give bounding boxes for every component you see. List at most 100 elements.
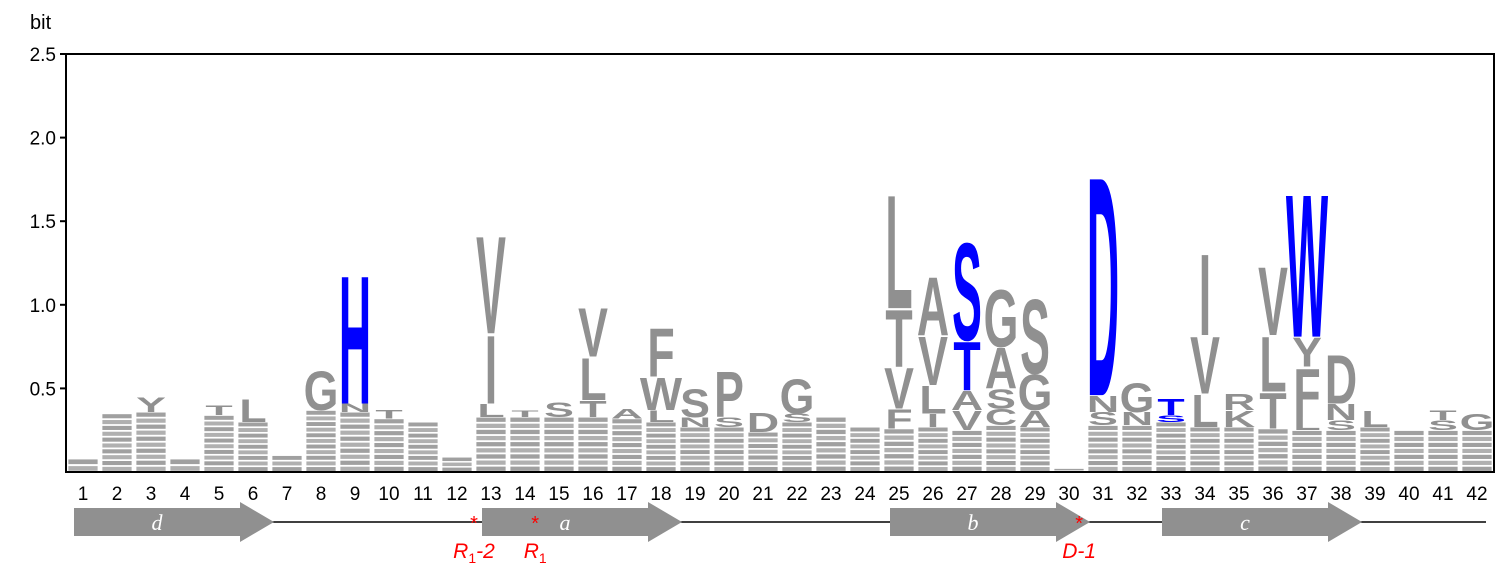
letter-28-C: C [985,404,1017,430]
letter-stack-22: SG [780,370,815,425]
filler-stack-5 [204,415,234,471]
filler-stack-42 [1462,430,1492,471]
letter-22-G: G [780,370,815,424]
x-tick-label-24: 24 [854,484,876,505]
letter-38-N: N [1325,399,1357,425]
filler-stack-12 [442,457,472,472]
letter-stack-33: ST [1156,394,1186,424]
filler-stack-1 [68,459,98,471]
letter-37-Y: Y [1292,330,1322,376]
filler-stack-11 [408,422,438,471]
letter-26-V: V [918,323,948,400]
filler-stack-33 [1156,422,1186,471]
letter-stack-38: SND [1325,342,1357,434]
x-tick-label-17: 17 [616,484,637,505]
filler-stack-23 [816,417,846,471]
letter-25-L: L [885,162,912,343]
letter-26-I: I [927,411,939,432]
letter-16-L: L [579,347,606,414]
letter-29-G: G [1018,365,1053,421]
filler-stack-31 [1088,425,1118,471]
x-tick-label-42: 42 [1466,484,1487,505]
x-tick-label-39: 39 [1364,484,1385,505]
letter-21-D: D [747,406,779,437]
x-tick-label-12: 12 [446,484,467,505]
filler-stack-15 [544,417,574,471]
filler-stack-32 [1122,425,1152,471]
filler-stack-25 [884,429,914,471]
filler-stack-13 [476,417,506,471]
letter-27-T: T [953,328,980,405]
y-tick-label-1: 1.0 [30,296,56,317]
letter-stack-14: T [511,408,539,418]
annotation-label-0: R1-2 [453,540,495,566]
letter-20-P: P [714,359,744,431]
letter-stack-18: LWF [640,315,682,426]
ss-arrow-b [890,502,1090,542]
x-tick-label-18: 18 [650,484,671,505]
filler-stack-7 [272,455,302,471]
letter-20-S: S [714,415,744,431]
x-tick-label-11: 11 [413,484,433,505]
x-tick-label-35: 35 [1228,484,1249,505]
letter-stack-41: ST [1428,408,1458,434]
letter-6-L: L [239,394,266,430]
letter-9-H: H [339,239,371,444]
letter-19-N: N [679,415,711,431]
x-tick-label-7: 7 [282,484,293,505]
letter-38-S: S [1326,418,1356,434]
letter-13-L: L [477,401,504,422]
letter-17-A: A [611,406,643,422]
x-tick-label-33: 33 [1160,484,1181,505]
filler-stack-27 [952,430,982,471]
filler-stack-36 [1258,429,1288,471]
letter-32-N: N [1121,409,1153,430]
letter-29-A: A [1019,406,1051,432]
filler-stack-9 [340,412,370,471]
filler-stack-29 [1020,427,1050,471]
filler-stack-17 [612,419,642,471]
filler-stack-3 [136,412,166,471]
letter-18-L: L [647,408,674,426]
filler-stack-24 [850,427,880,471]
filler-stack-38 [1326,430,1356,471]
filler-stack-8 [306,410,336,471]
plot-frame [65,53,1495,473]
filler-stack-4 [170,459,200,471]
letter-16-T: T [579,396,607,422]
filler-stack-28 [986,425,1016,471]
letter-5-T: T [205,403,232,419]
annotation-label-2: D-1 [1062,540,1096,563]
letter-stack-32: NG [1120,375,1155,429]
x-tick-label-34: 34 [1194,484,1216,505]
letter-13-I: I [485,316,497,425]
letter-stack-19: NS [679,381,711,430]
letter-31-D: D [1087,112,1119,462]
x-tick-label-20: 20 [718,484,739,505]
letter-36-V: V [1258,247,1288,356]
letter-35-R: R [1223,389,1255,415]
x-tick-label-25: 25 [888,484,909,505]
x-tick-label-41: 41 [1432,484,1453,505]
letter-13-V: V [476,207,506,363]
letter-stack-6: L [239,394,266,430]
letter-36-T: T [1259,384,1286,440]
filler-stack-35 [1224,427,1254,471]
x-tick-label-32: 32 [1126,484,1147,505]
x-tick-label-4: 4 [180,484,191,505]
x-tick-label-2: 2 [112,484,123,505]
x-tick-label-10: 10 [378,484,399,505]
x-tick-label-31: 31 [1092,484,1113,505]
x-tick-label-16: 16 [582,484,603,505]
letter-36-L: L [1259,320,1286,409]
annotation-marker-2: * [1075,513,1083,535]
x-tick-label-8: 8 [316,484,327,505]
ss-label-d: d [152,510,164,535]
letter-33-S: S [1156,413,1186,423]
letter-15-S: S [544,398,574,421]
filler-stack-39 [1360,427,1390,471]
ss-label-b: b [968,510,979,535]
